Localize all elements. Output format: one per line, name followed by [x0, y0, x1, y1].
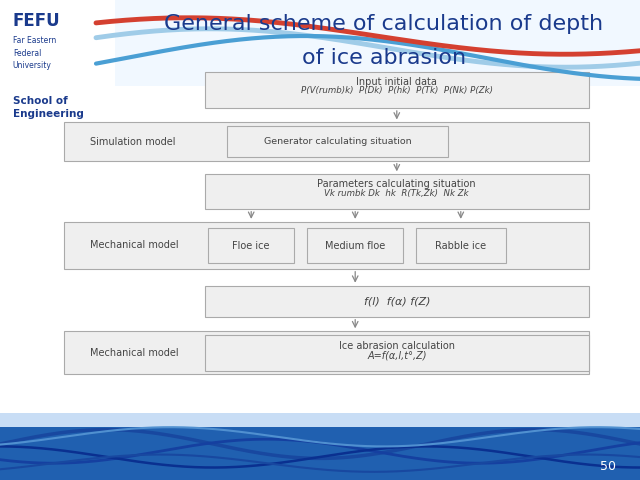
Bar — [64, 122, 589, 161]
Text: General scheme of calculation of depth: General scheme of calculation of depth — [164, 14, 604, 35]
Bar — [227, 126, 448, 157]
Text: Input initial data: Input initial data — [356, 77, 437, 87]
Bar — [416, 228, 506, 263]
Text: P(V(rumb)k)  P(Dk)  P(hk)  P(Tk)  P(Nk) P(Zk): P(V(rumb)k) P(Dk) P(hk) P(Tk) P(Nk) P(Zk… — [301, 86, 493, 96]
Text: Floe ice: Floe ice — [232, 241, 270, 251]
Text: Ice abrasion calculation: Ice abrasion calculation — [339, 341, 455, 351]
Text: FEFU: FEFU — [13, 12, 60, 30]
Text: Mechanical model: Mechanical model — [90, 348, 178, 358]
Text: 50: 50 — [600, 460, 616, 473]
Bar — [0, 418, 640, 480]
Bar — [0, 413, 640, 427]
Text: A=f(α,l,t°,Z): A=f(α,l,t°,Z) — [367, 350, 426, 360]
Text: Far Eastern
Federal
University: Far Eastern Federal University — [13, 36, 56, 70]
Bar — [205, 174, 589, 209]
Bar — [307, 228, 403, 263]
Bar — [205, 335, 589, 371]
Text: f(l)  f(α) f(Z): f(l) f(α) f(Z) — [364, 296, 430, 306]
Text: Rabble ice: Rabble ice — [435, 241, 486, 251]
Bar — [115, 0, 640, 86]
Text: School of
Engineering: School of Engineering — [13, 96, 84, 119]
Bar — [0, 0, 640, 422]
Text: Medium floe: Medium floe — [325, 241, 385, 251]
Bar — [64, 222, 589, 269]
Bar — [64, 331, 589, 374]
Text: Generator calculating situation: Generator calculating situation — [264, 137, 412, 146]
Bar — [208, 228, 294, 263]
Bar — [205, 286, 589, 317]
Text: Parameters calculating situation: Parameters calculating situation — [317, 179, 476, 189]
Text: of ice abrasion: of ice abrasion — [302, 48, 466, 68]
Bar — [205, 72, 589, 108]
Text: Vk rumbk Dk  hk  R(Tk,Zk)  Nk Zk: Vk rumbk Dk hk R(Tk,Zk) Nk Zk — [324, 189, 469, 198]
Text: Simulation model: Simulation model — [90, 137, 175, 146]
Text: Mechanical model: Mechanical model — [90, 240, 178, 250]
